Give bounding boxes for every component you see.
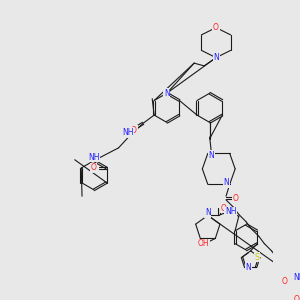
Text: OH: OH [198,239,209,248]
Text: N: N [213,53,219,62]
Text: O: O [293,295,299,300]
Text: NH: NH [88,152,100,161]
Text: O: O [232,194,238,202]
Text: N: N [223,178,229,187]
Text: NH: NH [225,207,236,216]
Text: O: O [281,278,287,286]
Text: N: N [164,89,170,98]
Text: NH: NH [122,128,134,137]
Text: S: S [254,253,259,262]
Text: O: O [91,164,97,172]
Text: N: N [205,208,211,217]
Text: O: O [220,204,226,213]
Text: N: N [208,151,214,160]
Text: N: N [245,263,251,272]
Text: NH: NH [293,273,300,282]
Text: O: O [131,126,137,135]
Text: O: O [213,23,219,32]
